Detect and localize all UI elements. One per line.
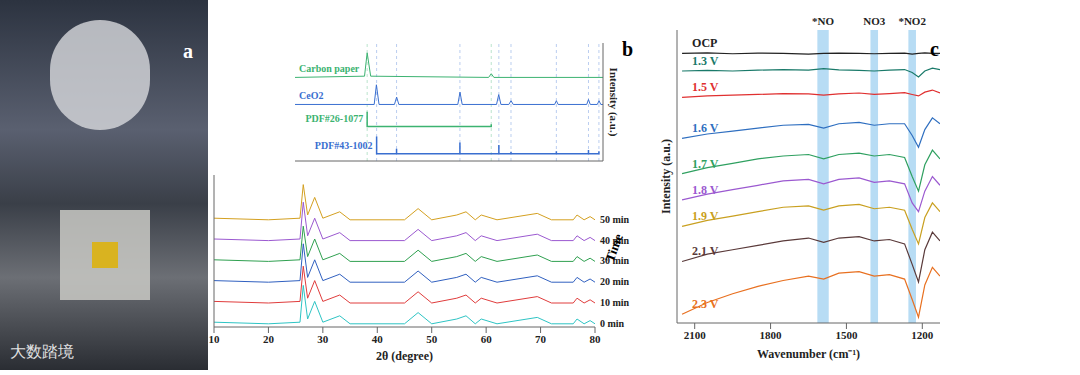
svg-text:20 min: 20 min bbox=[600, 276, 630, 287]
svg-text:20: 20 bbox=[263, 333, 275, 345]
svg-text:PDF#43-1002: PDF#43-1002 bbox=[315, 140, 373, 151]
svg-text:2θ (degree): 2θ (degree) bbox=[376, 349, 433, 363]
svg-text:Wavenumber (cm⁻¹): Wavenumber (cm⁻¹) bbox=[757, 347, 860, 361]
svg-text:OCP: OCP bbox=[692, 36, 717, 50]
svg-text:1.6 V: 1.6 V bbox=[692, 121, 719, 135]
svg-text:80: 80 bbox=[590, 333, 602, 345]
svg-text:1.7 V: 1.7 V bbox=[692, 157, 719, 171]
svg-text:1800: 1800 bbox=[760, 329, 783, 341]
svg-text:0 min: 0 min bbox=[600, 318, 625, 329]
svg-text:Intensity (a.u.): Intensity (a.u.) bbox=[607, 68, 620, 137]
svg-text:50: 50 bbox=[426, 333, 438, 345]
svg-text:10: 10 bbox=[209, 333, 221, 345]
svg-text:PDF#26-1077: PDF#26-1077 bbox=[305, 113, 363, 124]
svg-text:50 min: 50 min bbox=[600, 214, 630, 225]
svg-text:30: 30 bbox=[317, 333, 329, 345]
svg-text:*NO: *NO bbox=[812, 15, 834, 27]
svg-text:1.8 V: 1.8 V bbox=[692, 183, 719, 197]
svg-text:40: 40 bbox=[372, 333, 384, 345]
svg-text:2.3 V: 2.3 V bbox=[692, 297, 719, 311]
svg-text:1.5 V: 1.5 V bbox=[692, 80, 719, 94]
svg-text:1200: 1200 bbox=[911, 329, 934, 341]
svg-text:70: 70 bbox=[535, 333, 547, 345]
svg-text:Intensity (a.u.): Intensity (a.u.) bbox=[659, 139, 673, 214]
svg-text:2100: 2100 bbox=[684, 329, 707, 341]
svg-text:1500: 1500 bbox=[835, 329, 858, 341]
svg-text:NO3: NO3 bbox=[863, 15, 886, 27]
svg-text:1.9 V: 1.9 V bbox=[692, 209, 719, 223]
svg-text:60: 60 bbox=[481, 333, 493, 345]
svg-text:10 min: 10 min bbox=[600, 297, 630, 308]
svg-text:Carbon paper: Carbon paper bbox=[299, 63, 360, 74]
svg-text:*NO2: *NO2 bbox=[898, 15, 926, 27]
svg-text:CeO2: CeO2 bbox=[299, 90, 323, 101]
svg-text:2.1 V: 2.1 V bbox=[692, 244, 719, 258]
svg-text:1.3 V: 1.3 V bbox=[692, 54, 719, 68]
